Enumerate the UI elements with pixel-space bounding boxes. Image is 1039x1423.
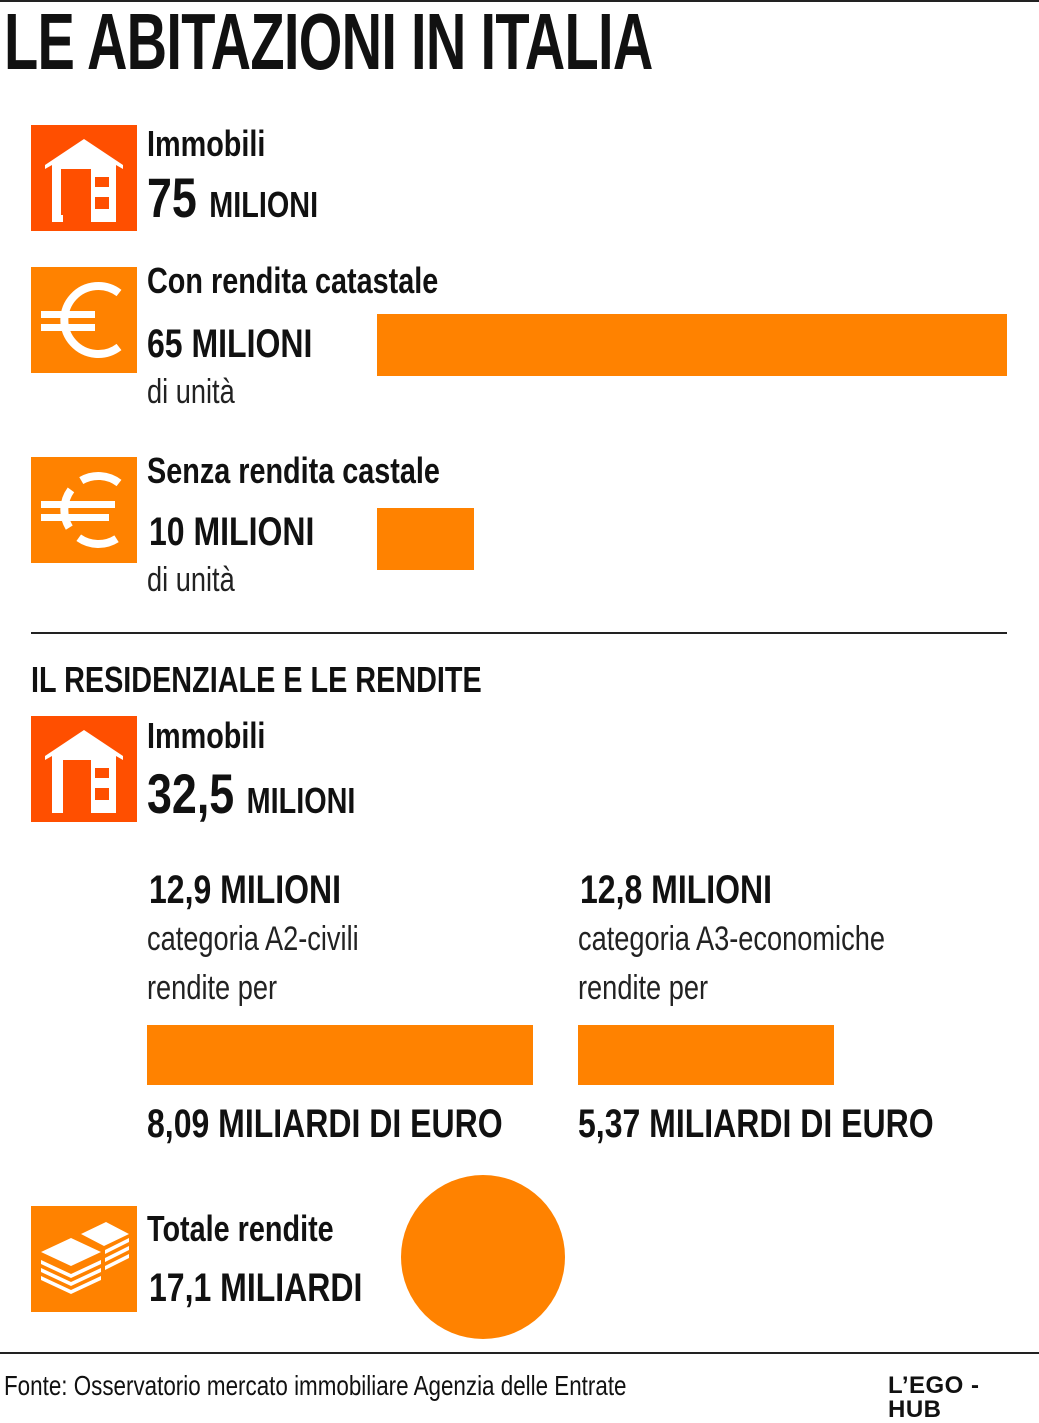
a2-sub: rendite per — [147, 969, 278, 1007]
totale-label: Totale rendite — [147, 1208, 334, 1249]
bar-senza-rendita — [377, 508, 474, 570]
bar-con-rendita — [377, 314, 1007, 376]
a2-amount: 8,09 MILIARDI DI EURO — [147, 1102, 503, 1146]
footer-rule — [0, 1352, 1039, 1354]
section-heading: IL RESIDENZIALE E LE RENDITE — [31, 659, 482, 700]
immobili-label: Immobili — [147, 123, 266, 164]
a3-sub: rendite per — [578, 969, 709, 1007]
con-rendita-sub: di unità — [147, 373, 235, 411]
totale-value: 17,1 MILIARDI — [149, 1266, 363, 1310]
a3-amount: 5,37 MILIARDI DI EURO — [578, 1102, 934, 1146]
con-rendita-value: 65 MILIONI — [147, 322, 313, 366]
senza-rendita-label: Senza rendita castale — [147, 450, 440, 491]
section-divider — [31, 632, 1007, 634]
a3-category: categoria A3-economiche — [578, 920, 885, 958]
house-icon — [31, 716, 137, 822]
a3-count: 12,8 MILIONI — [580, 868, 773, 912]
residenziale-immobili-label: Immobili — [147, 715, 266, 756]
senza-rendita-value: 10 MILIONI — [149, 510, 315, 554]
top-rule — [0, 0, 1039, 2]
money-stack-icon — [31, 1206, 137, 1312]
bar-a2 — [147, 1025, 533, 1085]
senza-rendita-sub: di unità — [147, 561, 235, 599]
euro-crossed-icon — [31, 457, 137, 563]
con-rendita-label: Con rendita catastale — [147, 260, 439, 301]
bar-a3 — [578, 1025, 834, 1085]
totale-circle — [401, 1175, 565, 1339]
a2-category: categoria A2-civili — [147, 920, 359, 958]
brand-logo: L’EGO - HUB — [888, 1372, 980, 1423]
euro-icon — [31, 267, 137, 373]
immobili-value: 75 MILIONI — [147, 166, 319, 229]
a2-count: 12,9 MILIONI — [149, 868, 342, 912]
source-note: Fonte: Osservatorio mercato immobiliare … — [4, 1370, 627, 1401]
house-icon — [31, 125, 137, 231]
residenziale-immobili-value: 32,5 MILIONI — [147, 762, 356, 825]
page-title: LE ABITAZIONI IN ITALIA — [4, 0, 653, 86]
